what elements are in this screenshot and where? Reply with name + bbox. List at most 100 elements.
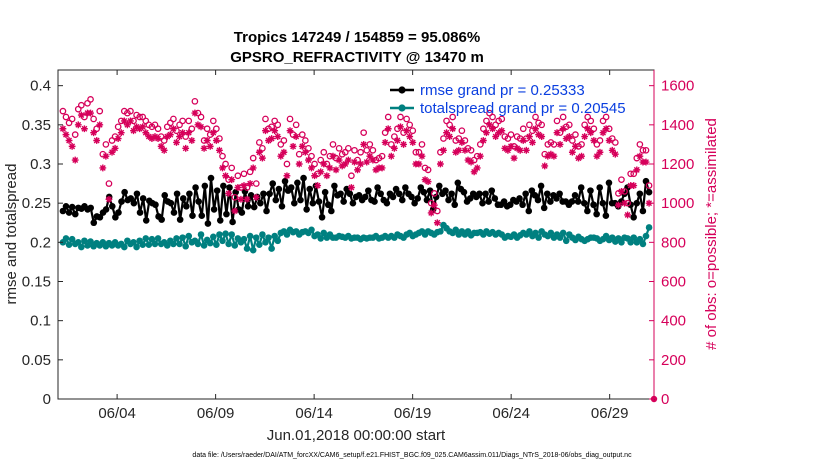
obs-possible-point bbox=[489, 113, 496, 121]
obs-assimilated-point bbox=[68, 142, 76, 150]
rmse-point bbox=[590, 201, 597, 209]
obs-possible-point bbox=[587, 117, 595, 125]
rmse-point bbox=[454, 179, 462, 187]
obs-possible-point bbox=[305, 144, 312, 152]
obs-possible-point bbox=[636, 141, 644, 148]
obs-assimilated-point bbox=[572, 142, 579, 150]
obs-possible-point bbox=[203, 125, 211, 133]
obs-possible-point bbox=[378, 152, 386, 160]
obs-possible-point bbox=[369, 146, 377, 154]
obs-possible-point bbox=[550, 141, 558, 148]
obs-possible-point bbox=[170, 115, 177, 123]
totalspread-point bbox=[452, 226, 460, 234]
rmse-point bbox=[303, 206, 310, 213]
rmse-point bbox=[309, 199, 317, 207]
totalspread-point bbox=[185, 232, 193, 240]
obs-assimilated-point bbox=[618, 188, 625, 195]
obs-possible-point bbox=[249, 154, 257, 162]
rmse-point bbox=[485, 198, 492, 205]
obs-possible-point bbox=[213, 125, 220, 133]
totalspread-point bbox=[559, 229, 567, 237]
obs-assimilated-point bbox=[504, 146, 512, 154]
obs-assimilated-point bbox=[252, 193, 260, 201]
obs-assimilated-point bbox=[479, 137, 487, 144]
totalspread-point bbox=[271, 232, 278, 240]
rmse-point bbox=[531, 192, 539, 199]
y-left-tick-label: 0.4 bbox=[30, 78, 51, 95]
obs-possible-point bbox=[127, 107, 134, 115]
obs-assimilated-point bbox=[360, 141, 368, 148]
obs-assimilated-point bbox=[93, 137, 101, 144]
obs-possible-point bbox=[360, 129, 368, 137]
y-right-tick-label: 0 bbox=[661, 391, 669, 408]
totalspread-point bbox=[562, 237, 570, 245]
obs-possible-point bbox=[348, 172, 355, 180]
rmse-point bbox=[596, 184, 604, 191]
obs-assimilated-point bbox=[602, 125, 610, 133]
totalspread-point bbox=[627, 239, 634, 246]
rmse-point bbox=[297, 196, 304, 204]
obs-possible-point bbox=[87, 96, 94, 103]
totalspread-point bbox=[194, 240, 202, 248]
obs-assimilated-point bbox=[421, 176, 429, 184]
rmse-point bbox=[263, 207, 270, 215]
rmse-point bbox=[476, 190, 483, 198]
totalspread-point bbox=[249, 246, 257, 254]
totalspread-point bbox=[176, 240, 183, 248]
rmse-point bbox=[220, 182, 227, 190]
totalspread-point bbox=[142, 235, 150, 242]
rmse-point bbox=[547, 198, 554, 205]
rmse-point bbox=[269, 180, 277, 187]
obs-assimilated-point bbox=[323, 172, 331, 180]
obs-assimilated-point bbox=[409, 139, 417, 146]
rmse-point bbox=[398, 196, 406, 204]
legend-totalspread-label: totalspread grand pr = 0.20545 bbox=[420, 100, 626, 117]
rmse-point bbox=[115, 209, 122, 216]
totalspread-point bbox=[243, 245, 251, 252]
rmse-point bbox=[645, 188, 653, 196]
rmse-point bbox=[300, 174, 307, 182]
obs-possible-point bbox=[480, 125, 487, 133]
obs-assimilated-point bbox=[458, 139, 466, 146]
rmse-point bbox=[543, 190, 551, 198]
obs-assimilated-point bbox=[133, 123, 140, 131]
y-right-tick-label: 800 bbox=[661, 234, 686, 251]
obs-assimilated-point bbox=[593, 152, 601, 160]
obs-assimilated-point bbox=[427, 209, 435, 217]
obs-assimilated-point bbox=[292, 133, 300, 140]
rmse-point bbox=[479, 199, 486, 207]
rmse-point bbox=[630, 213, 637, 221]
rmse-point bbox=[198, 212, 206, 219]
rmse-point bbox=[556, 190, 563, 198]
obs-assimilated-point bbox=[62, 131, 70, 139]
totalspread-point bbox=[209, 233, 217, 241]
totalspread-point bbox=[65, 241, 73, 248]
totalspread-point bbox=[642, 232, 650, 240]
rmse-point bbox=[553, 195, 560, 202]
obs-possible-point bbox=[280, 137, 288, 144]
obs-assimilated-point bbox=[200, 144, 208, 152]
obs-possible-point bbox=[526, 121, 533, 129]
rmse-point bbox=[102, 206, 110, 213]
rmse-point bbox=[534, 196, 542, 204]
rmse-point bbox=[65, 209, 73, 216]
obs-assimilated-point bbox=[203, 137, 211, 144]
y-left-tick-label: 0.25 bbox=[22, 195, 51, 212]
totalspread-point bbox=[151, 240, 159, 248]
obs-assimilated-point bbox=[590, 137, 598, 144]
x-tick-label: 06/29 bbox=[591, 405, 629, 422]
obs-assimilated-point bbox=[197, 123, 205, 131]
obs-assimilated-point bbox=[265, 137, 272, 144]
rmse-point bbox=[229, 218, 236, 226]
obs-assimilated-point bbox=[243, 195, 251, 203]
obs-assimilated-point bbox=[452, 148, 460, 156]
obs-assimilated-point bbox=[486, 121, 493, 129]
obs-assimilated-point bbox=[489, 125, 496, 133]
x-axis: 06/04 06/09 06/14 06/19 06/24 06/29 bbox=[98, 70, 628, 422]
rmse-point bbox=[167, 199, 175, 207]
obs-assimilated-point bbox=[102, 152, 110, 160]
rmse-point bbox=[500, 198, 508, 205]
rmse-point bbox=[627, 201, 634, 209]
obs-assimilated-point bbox=[449, 125, 457, 133]
obs-possible-point bbox=[519, 125, 527, 133]
